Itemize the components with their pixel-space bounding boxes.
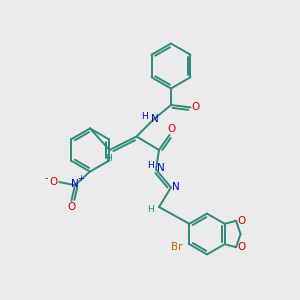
Text: +: + [77,174,84,183]
Text: O: O [237,242,246,252]
Text: H: H [147,161,154,170]
Text: N: N [151,113,158,124]
Text: H: H [105,154,111,163]
Text: O: O [192,102,200,112]
Text: N: N [71,178,79,189]
Text: Br: Br [171,242,182,252]
Text: N: N [172,182,180,193]
Text: -: - [44,172,48,183]
Text: O: O [237,216,246,226]
Text: O: O [49,177,58,187]
Text: H: H [141,112,148,121]
Text: H: H [147,206,154,214]
Text: N: N [157,163,165,173]
Text: O: O [167,124,175,134]
Text: O: O [67,202,76,212]
